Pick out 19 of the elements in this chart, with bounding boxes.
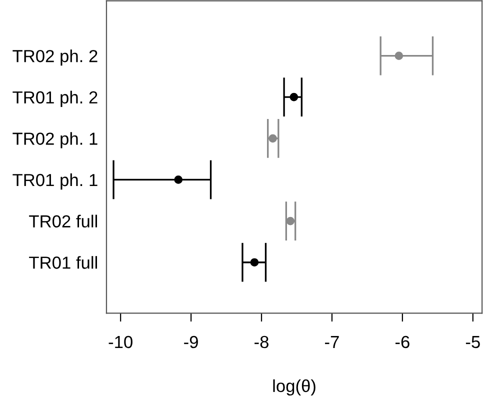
y-tick-label: TR01 ph. 1	[12, 173, 98, 190]
y-tick-label: TR02 full	[29, 214, 97, 228]
x-tick-label: -5	[466, 336, 480, 348]
y-tick-label: TR01 ph. 2	[12, 90, 98, 107]
x-tick-label: -8	[254, 336, 268, 348]
point	[290, 92, 298, 102]
point	[394, 52, 404, 60]
x-tick-label: -9	[184, 336, 198, 348]
x-axis-title: log(θ)	[273, 379, 316, 396]
point	[174, 176, 183, 184]
y-tick-label: TR01 full	[29, 256, 97, 269]
y-tick-label: TR02 ph. 2	[12, 49, 98, 66]
x-tick-label: -10	[108, 336, 132, 348]
point	[268, 134, 277, 143]
point	[286, 216, 295, 226]
x-tick-label: -7	[325, 336, 339, 348]
y-tick-label: TR02 ph. 1	[12, 132, 98, 148]
point	[250, 258, 259, 267]
x-tick-label: -6	[395, 336, 410, 348]
